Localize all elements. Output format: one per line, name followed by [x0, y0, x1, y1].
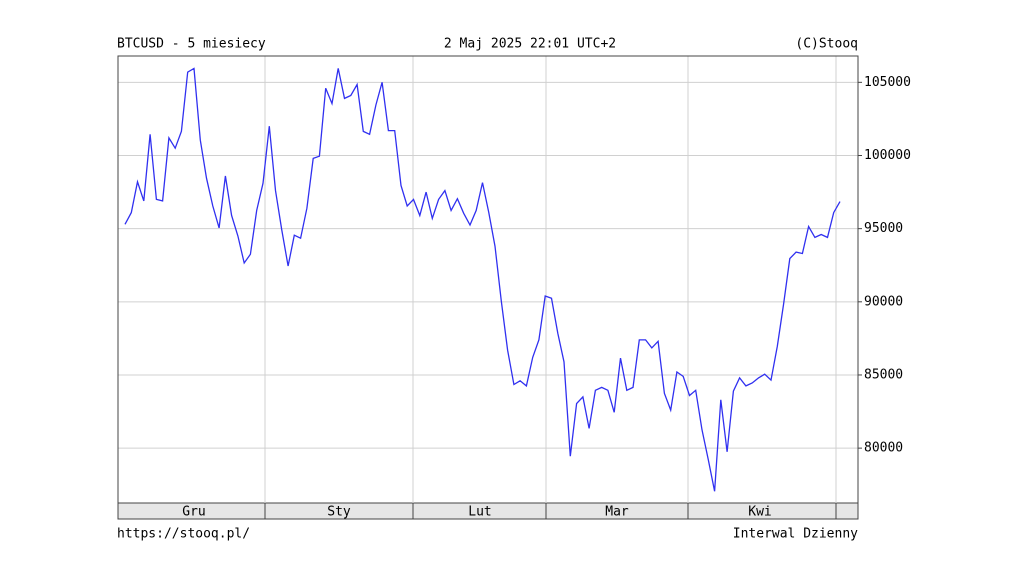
chart-title: BTCUSD - 5 miesiecy — [117, 37, 266, 52]
y-tick-label: 100000 — [864, 148, 911, 163]
x-tick-label: Gru — [182, 505, 205, 520]
url: https://stooq.pl/ — [117, 527, 250, 542]
grid — [118, 56, 858, 503]
y-tick-label: 105000 — [864, 75, 911, 90]
y-tick-label: 80000 — [864, 441, 903, 456]
interval: Interwal Dzienny — [733, 527, 858, 542]
y-tick-label: 85000 — [864, 367, 903, 382]
plot-frame — [117, 55, 859, 520]
x-tick-label: Kwi — [748, 505, 771, 520]
price-line — [124, 67, 841, 492]
y-tick-label: 90000 — [864, 294, 903, 309]
x-tick-label: Lut — [468, 505, 491, 520]
source: (C)Stooq — [795, 37, 858, 52]
x-tick-label: Mar — [605, 505, 629, 520]
x-tick-label: Sty — [327, 505, 351, 520]
plot — [124, 67, 841, 492]
chart-subtitle: 2 Maj 2025 22:01 UTC+2 — [444, 37, 616, 52]
y-tick-label: 95000 — [864, 221, 903, 236]
